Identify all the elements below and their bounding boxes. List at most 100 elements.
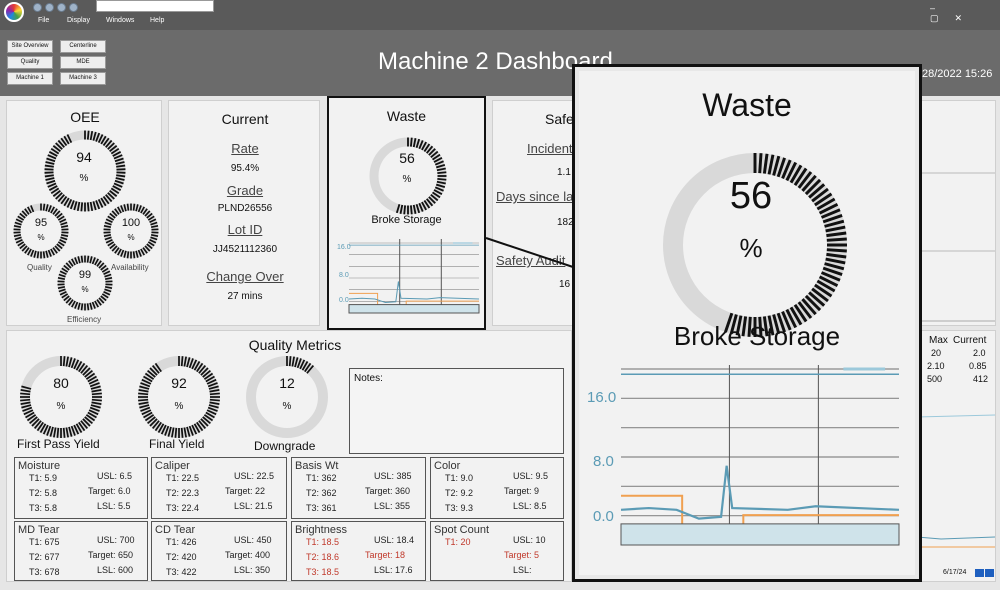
days-since-link[interactable]: Days since la	[496, 189, 574, 204]
metric-box-color[interactable]: Color T1: 9.0 T2: 9.2 T3: 9.3 USL: 9.5 Target…	[430, 457, 564, 519]
metric-box-spot-count[interactable]: Spot Count T1: 20 USL: 10 Target: 5 LSL:	[430, 521, 564, 581]
gauge-tick	[86, 202, 90, 212]
gauge-tick	[138, 392, 149, 396]
gauge-tick	[50, 248, 55, 256]
gauge-tick	[132, 203, 136, 211]
gauge-tick	[62, 427, 66, 438]
gauge-tick	[115, 177, 125, 181]
gauge-tick	[36, 251, 40, 259]
metric-name: Color	[434, 460, 461, 472]
gauge-tick	[126, 251, 130, 259]
metric-usl: USL: 22.5	[234, 471, 275, 481]
gauge-tick	[395, 203, 401, 214]
prev-arrow-icon[interactable]	[975, 569, 984, 577]
trend-scrollbar[interactable]	[348, 304, 480, 314]
gauge-tick	[114, 247, 120, 254]
gauge-tick	[120, 205, 125, 213]
metric-box-moisture[interactable]: Moisture T1: 5.9 T2: 5.8 T3: 5.8 USL: 6.5 Tar…	[14, 457, 148, 519]
quick-access-icon-3[interactable]	[57, 3, 66, 12]
safety-audit-link[interactable]: Safety Audit	[496, 253, 566, 268]
trend-scrollbar[interactable]	[620, 523, 900, 546]
gauge-tick	[801, 298, 817, 316]
gauge-tick	[36, 421, 44, 432]
change-over-link[interactable]: Change Over	[206, 269, 284, 284]
gauge-tick	[203, 414, 214, 422]
gauge-tick	[105, 194, 113, 203]
gauge-tick	[22, 406, 33, 412]
lot-id-link[interactable]: Lot ID	[227, 222, 263, 237]
next-arrow-icon[interactable]	[985, 569, 994, 577]
gauge-tick	[138, 401, 149, 405]
incident-link[interactable]: Incident	[527, 141, 573, 156]
menu-display[interactable]: Display	[67, 17, 90, 24]
gauge-tick	[23, 409, 34, 416]
gauge-tick	[97, 134, 104, 144]
nav-centerline[interactable]: Centerline	[60, 40, 106, 53]
nav-site-overview[interactable]: Site Overview	[7, 40, 53, 53]
gauge-tick	[57, 241, 65, 247]
nav-machine-3[interactable]: Machine 3	[60, 72, 106, 85]
gauge-tick	[47, 205, 52, 213]
quick-access-icon-1[interactable]	[33, 3, 42, 12]
gauge-tick	[198, 365, 207, 374]
incident-value: 1.1	[557, 167, 571, 178]
gauge-tick	[80, 365, 89, 374]
gauge-tick	[147, 241, 155, 247]
metric-box-brightness[interactable]: Brightness T1: 18.5 T2: 18.6 T3: 18.5 USL: 1…	[291, 521, 426, 581]
metric-lsl: LSL: 5.5	[97, 501, 131, 511]
notes-box[interactable]: Notes:	[349, 368, 564, 454]
gauge-tick	[71, 258, 76, 266]
metric-t2: T2: 22.3	[166, 488, 200, 498]
gauge-tick	[33, 250, 37, 258]
metric-box-md-tear[interactable]: MD Tear T1: 675 T2: 677 T3: 678 USL: 700 Targ…	[14, 521, 148, 581]
gauge-tick	[781, 310, 792, 331]
metric-name: Spot Count	[434, 524, 490, 536]
menu-file[interactable]: File	[38, 17, 50, 24]
gauge-tick	[191, 359, 198, 370]
gauge-tick	[21, 404, 32, 409]
gauge-tick	[724, 312, 734, 333]
gauge-tick	[59, 270, 67, 276]
oee-efficiency-label: Efficiency	[67, 315, 102, 324]
gauge-tick	[306, 365, 315, 374]
quick-access-icon-2[interactable]	[45, 3, 54, 12]
grade-link[interactable]: Grade	[226, 183, 264, 198]
gauge-tick	[825, 257, 846, 265]
gauge-tick	[98, 262, 105, 269]
gauge-tick	[140, 382, 151, 388]
window-controls[interactable]: –▢✕	[930, 3, 979, 23]
gauge-tick	[78, 362, 86, 373]
current-panel: Current Rate 95.4% Grade PLND26556 Lot I…	[168, 100, 320, 326]
app-logo-icon[interactable]	[4, 2, 24, 22]
quick-access-icon-4[interactable]	[69, 3, 78, 12]
nav-quality[interactable]: Quality	[7, 56, 53, 69]
gauge-tick	[808, 183, 826, 199]
fpy-label: First Pass Yield	[17, 437, 100, 451]
gauge-tick	[426, 145, 434, 154]
address-field[interactable]	[96, 0, 214, 12]
gauge-tick	[107, 241, 115, 247]
gauge-tick	[409, 205, 413, 215]
current-title: Current	[221, 111, 269, 127]
rate-link[interactable]: Rate	[231, 141, 259, 156]
nav-machine-1[interactable]: Machine 1	[7, 72, 53, 85]
metric-box-basis-wt[interactable]: Basis Wt T1: 362 T2: 362 T3: 361 USL: 385 Tar…	[291, 457, 426, 519]
menu-help[interactable]: Help	[150, 17, 165, 24]
gauge-tick	[209, 392, 220, 396]
gauge-tick	[56, 427, 60, 438]
gauge-tick	[84, 369, 93, 378]
table-cell-r2-max: 2.10	[927, 361, 945, 371]
metric-t3: T3: 5.8	[29, 503, 58, 513]
gauge-tick	[433, 157, 443, 163]
gauge-tick	[206, 409, 217, 416]
menu-windows[interactable]: Windows	[106, 17, 135, 24]
gauge-tick	[48, 151, 58, 157]
gauge-tick	[147, 416, 156, 425]
gauge-tick	[58, 273, 66, 278]
gauge-tick	[100, 197, 107, 207]
gauge-tick	[94, 258, 99, 266]
metric-box-caliper[interactable]: Caliper T1: 22.5 T2: 22.3 T3: 22.4 USL: 22.5…	[151, 457, 287, 519]
gauge-tick	[139, 385, 150, 390]
nav-mde[interactable]: MDE	[60, 56, 106, 69]
metric-box-cd-tear[interactable]: CD Tear T1: 426 T2: 420 T3: 422 USL: 450 Targ…	[151, 521, 287, 581]
